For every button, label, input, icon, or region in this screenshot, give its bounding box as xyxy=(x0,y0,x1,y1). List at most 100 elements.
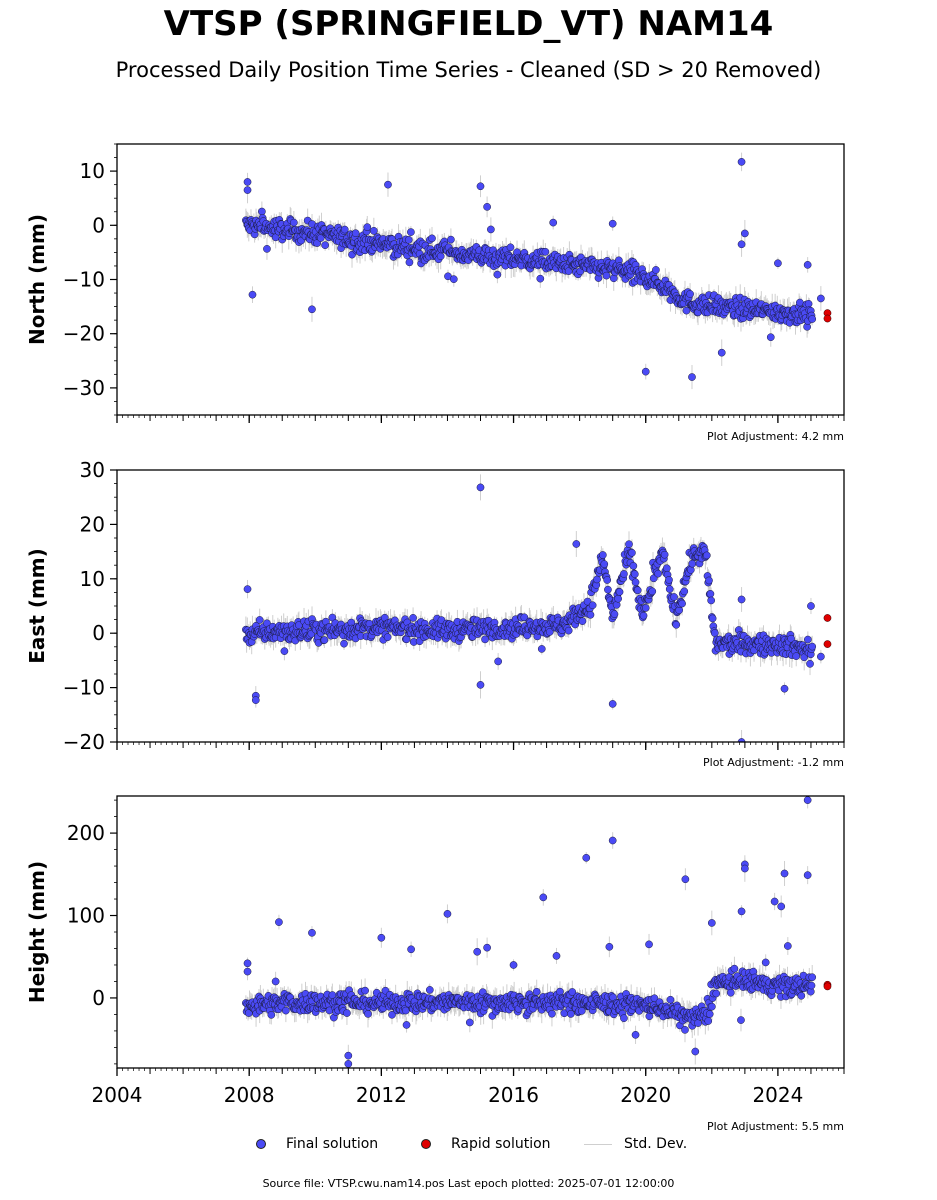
final-point xyxy=(343,1009,351,1017)
final-point xyxy=(641,367,650,376)
final-point xyxy=(608,700,617,708)
final-point xyxy=(494,657,502,666)
final-point xyxy=(615,588,624,596)
final-point xyxy=(686,290,694,298)
final-point xyxy=(608,219,617,228)
final-point xyxy=(707,596,716,605)
final-point xyxy=(737,240,746,249)
final-point xyxy=(351,229,360,238)
final-point xyxy=(706,590,715,598)
final-point xyxy=(672,620,681,629)
final-point xyxy=(662,564,671,573)
final-point xyxy=(263,245,271,253)
final-point xyxy=(665,585,674,593)
final-point xyxy=(808,642,817,651)
y-tick-label: 10 xyxy=(80,567,105,591)
final-point xyxy=(251,696,260,704)
final-point xyxy=(680,587,689,596)
final-point xyxy=(401,1006,410,1015)
final-point xyxy=(536,274,545,283)
final-point xyxy=(648,587,657,596)
rapid-point xyxy=(823,640,832,648)
y-tick-label: 10 xyxy=(80,159,105,183)
final-point xyxy=(629,562,638,570)
y-tick-label: 20 xyxy=(80,512,105,536)
final-point xyxy=(710,629,719,637)
final-point xyxy=(688,373,696,381)
final-point xyxy=(593,575,601,584)
final-point xyxy=(363,223,372,231)
panel-2: 30 20 10 0 −10 −20 East (mm) Plot Adjustment: -… xyxy=(25,458,845,769)
final-point xyxy=(568,988,577,996)
y-tick-label: −10 xyxy=(63,676,105,700)
final-point xyxy=(549,218,558,227)
rapid-point xyxy=(823,314,832,323)
final-point xyxy=(545,628,554,636)
panel-data-2 xyxy=(242,474,832,742)
final-point xyxy=(598,551,607,559)
final-point xyxy=(308,305,316,314)
plot-adjustment-label: Plot Adjustment: -1.2 mm xyxy=(703,756,844,769)
final-point xyxy=(780,684,789,693)
final-point xyxy=(340,225,349,234)
final-point xyxy=(600,560,609,568)
plot-adjustment-label: Plot Adjustment: 4.2 mm xyxy=(707,430,844,443)
final-point xyxy=(520,613,529,622)
final-point xyxy=(243,178,252,186)
final-point xyxy=(369,226,378,235)
final-point xyxy=(803,261,812,269)
y-tick-label: −20 xyxy=(63,730,105,754)
final-point xyxy=(248,290,257,299)
final-point xyxy=(493,270,502,279)
y-tick-label: −10 xyxy=(63,268,105,292)
final-point xyxy=(620,570,628,578)
final-point xyxy=(625,540,633,549)
final-point xyxy=(388,1010,396,1019)
final-point xyxy=(670,593,678,601)
final-point xyxy=(425,986,434,994)
final-point xyxy=(806,659,814,668)
final-point xyxy=(541,247,550,256)
final-point xyxy=(808,315,817,323)
final-point xyxy=(766,333,775,342)
y-axis-label: East (mm) xyxy=(25,548,49,664)
final-point xyxy=(243,585,252,593)
final-point xyxy=(631,1030,640,1039)
final-point xyxy=(792,652,801,660)
final-point xyxy=(604,585,612,594)
final-point xyxy=(705,576,713,585)
final-point xyxy=(481,635,489,644)
final-point xyxy=(409,614,417,622)
final-point xyxy=(449,275,458,283)
rapid-point xyxy=(823,614,832,622)
final-point xyxy=(476,182,485,191)
final-point xyxy=(402,1021,411,1029)
final-point xyxy=(717,348,726,357)
final-point xyxy=(620,1014,628,1023)
final-point xyxy=(364,1010,372,1018)
final-point xyxy=(321,241,329,250)
final-point xyxy=(405,258,414,267)
final-point xyxy=(666,995,675,1004)
final-point xyxy=(817,652,825,661)
y-tick-label: 30 xyxy=(80,458,105,482)
final-point xyxy=(660,550,669,559)
y-tick-label: −30 xyxy=(63,376,105,400)
final-point xyxy=(436,252,445,261)
final-point xyxy=(630,570,639,578)
final-point xyxy=(506,243,515,252)
final-point xyxy=(610,610,619,618)
final-point xyxy=(476,681,485,689)
final-point xyxy=(586,610,595,619)
final-point xyxy=(578,617,587,625)
final-point xyxy=(320,636,329,644)
final-point xyxy=(243,186,252,194)
final-point xyxy=(588,601,597,610)
final-point xyxy=(639,611,648,620)
final-point xyxy=(447,235,455,244)
plot-frame xyxy=(116,469,845,743)
final-point xyxy=(404,236,413,244)
y-tick-label: 0 xyxy=(92,213,105,237)
